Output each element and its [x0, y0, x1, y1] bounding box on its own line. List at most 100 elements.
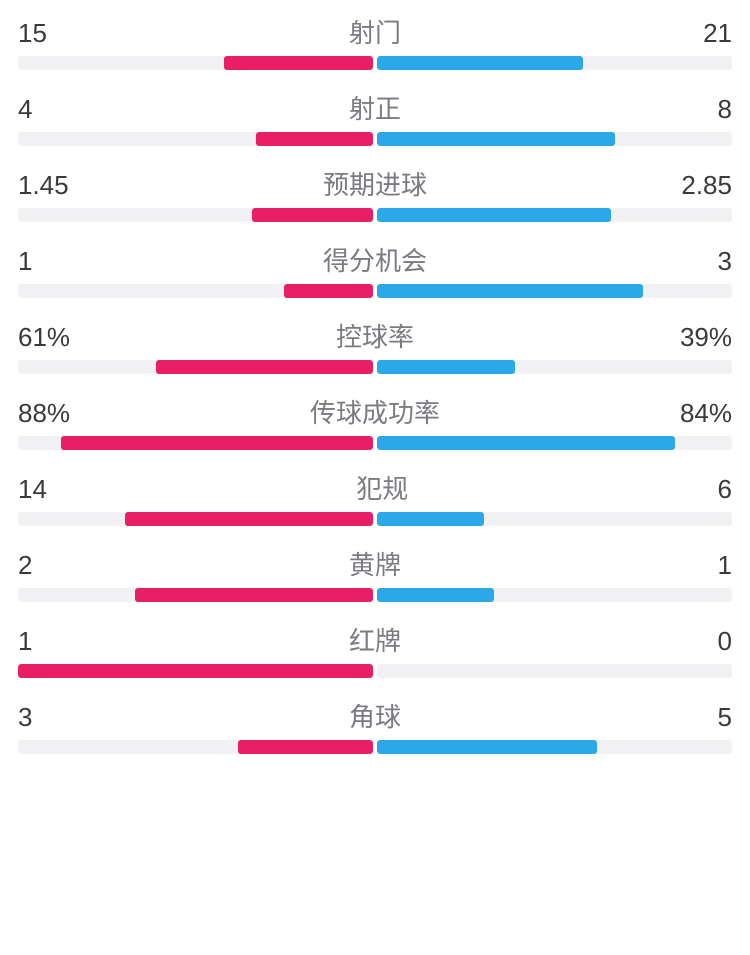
stat-bar-right-fill	[377, 740, 597, 754]
stat-name-label: 红牌	[349, 628, 401, 654]
stat-left-value: 61%	[18, 324, 70, 350]
stat-name-label: 黄牌	[349, 552, 401, 578]
stat-bar-left	[18, 588, 373, 602]
stat-name-label: 犯规	[356, 476, 408, 502]
match-stats-list: 15射门214射正81.45预期进球2.851得分机会361%控球率39%88%…	[18, 20, 732, 754]
stat-left-value: 1	[18, 248, 32, 274]
stat-bar-left-fill	[18, 664, 373, 678]
stat-labels: 4 射正 8	[18, 96, 732, 122]
stat-name-label: 射门	[349, 20, 401, 46]
stat-bar-right-fill	[377, 588, 494, 602]
stat-bar	[18, 208, 732, 222]
stat-bar-right	[377, 436, 732, 450]
stat-labels: 1 红牌 0	[18, 628, 732, 654]
stat-bar	[18, 132, 732, 146]
stat-bar	[18, 284, 732, 298]
stat-bar-left-fill	[252, 208, 373, 222]
stat-bar	[18, 588, 732, 602]
stat-bar-left	[18, 664, 373, 678]
stat-left-value: 1	[18, 628, 32, 654]
stat-right-value: 3	[718, 248, 732, 274]
stat-left-value: 4	[18, 96, 32, 122]
stat-left-value: 14	[18, 476, 47, 502]
stat-bar-right	[377, 664, 732, 678]
stat-right-value: 8	[718, 96, 732, 122]
stat-bar-left	[18, 740, 373, 754]
stat-right-value: 6	[718, 476, 732, 502]
stat-right-value: 39%	[680, 324, 732, 350]
stat-bar-left	[18, 436, 373, 450]
stat-bar	[18, 436, 732, 450]
stat-labels: 1.45 预期进球 2.85	[18, 172, 732, 198]
stat-bar-right	[377, 56, 732, 70]
stat-bar	[18, 360, 732, 374]
stat-bar-left	[18, 284, 373, 298]
stat-bar-left-fill	[284, 284, 373, 298]
stat-bar-left	[18, 132, 373, 146]
stat-bar-left-fill	[224, 56, 373, 70]
stat-right-value: 0	[718, 628, 732, 654]
stat-name-label: 传球成功率	[310, 400, 440, 426]
stat-bar-right	[377, 512, 732, 526]
stat-bar-left-fill	[61, 436, 373, 450]
stat-row: 1.45 预期进球 2.85	[18, 172, 732, 222]
stat-right-value: 2.85	[681, 172, 732, 198]
stat-row: 1 红牌 0	[18, 628, 732, 678]
stat-bar-right	[377, 284, 732, 298]
stat-bar-left	[18, 56, 373, 70]
stat-bar-left-fill	[156, 360, 373, 374]
stat-labels: 14 犯规 6	[18, 476, 732, 502]
stat-row: 1 得分机会 3	[18, 248, 732, 298]
stat-bar-right	[377, 360, 732, 374]
stat-bar-left-fill	[135, 588, 373, 602]
stat-row: 15 射门 21	[18, 20, 732, 70]
stat-bar-right-fill	[377, 132, 615, 146]
stat-row: 88% 传球成功率 84%	[18, 400, 732, 450]
stat-left-value: 2	[18, 552, 32, 578]
stat-labels: 15 射门 21	[18, 20, 732, 46]
stat-bar-right-fill	[377, 56, 583, 70]
stat-bar-left-fill	[125, 512, 374, 526]
stat-bar	[18, 512, 732, 526]
stat-name-label: 控球率	[336, 324, 414, 350]
stat-row: 2 黄牌 1	[18, 552, 732, 602]
stat-bar-right-fill	[377, 512, 484, 526]
stat-labels: 1 得分机会 3	[18, 248, 732, 274]
stat-bar-right	[377, 132, 732, 146]
stat-name-label: 预期进球	[323, 172, 427, 198]
stat-labels: 88% 传球成功率 84%	[18, 400, 732, 426]
stat-bar-left	[18, 208, 373, 222]
stat-right-value: 84%	[680, 400, 732, 426]
stat-bar-right	[377, 208, 732, 222]
stat-bar	[18, 740, 732, 754]
stat-right-value: 21	[703, 20, 732, 46]
stat-left-value: 3	[18, 704, 32, 730]
stat-name-label: 角球	[349, 704, 401, 730]
stat-left-value: 15	[18, 20, 47, 46]
stat-right-value: 5	[718, 704, 732, 730]
stat-right-value: 1	[718, 552, 732, 578]
stat-labels: 2 黄牌 1	[18, 552, 732, 578]
stat-bar-left-fill	[256, 132, 373, 146]
stat-bar	[18, 664, 732, 678]
stat-bar-right-fill	[377, 284, 643, 298]
stat-bar-left	[18, 512, 373, 526]
stat-bar-left	[18, 360, 373, 374]
stat-bar-right	[377, 588, 732, 602]
stat-row: 4 射正 8	[18, 96, 732, 146]
stat-name-label: 射正	[349, 96, 401, 122]
stat-bar-right-fill	[377, 208, 611, 222]
stat-bar	[18, 56, 732, 70]
stat-left-value: 88%	[18, 400, 70, 426]
stat-row: 61% 控球率 39%	[18, 324, 732, 374]
stat-bar-left-fill	[238, 740, 373, 754]
stat-bar-right-fill	[377, 360, 515, 374]
stat-labels: 61% 控球率 39%	[18, 324, 732, 350]
stat-row: 14 犯规 6	[18, 476, 732, 526]
stat-left-value: 1.45	[18, 172, 69, 198]
stat-bar-right	[377, 740, 732, 754]
stat-name-label: 得分机会	[323, 248, 427, 274]
stat-bar-right-fill	[377, 436, 675, 450]
stat-labels: 3 角球 5	[18, 704, 732, 730]
stat-row: 3 角球 5	[18, 704, 732, 754]
